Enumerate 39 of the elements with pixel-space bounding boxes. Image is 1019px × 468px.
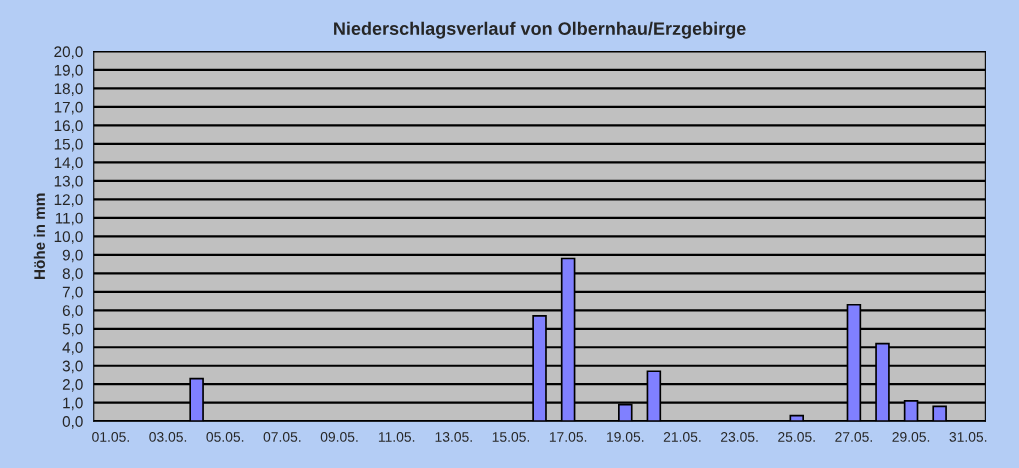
x-tick-label: 15.05. — [492, 431, 530, 442]
y-tick-label: 4,0 — [62, 342, 83, 355]
y-tick-label: 11,0 — [55, 212, 83, 226]
x-tick-label: 31.05. — [949, 431, 987, 442]
chart-title: Niederschlagsverlauf von Olbernhau/Erzgebirge — [334, 21, 746, 39]
y-tick-label: 9,0 — [62, 249, 83, 263]
y-tick-label: 0,0 — [62, 416, 83, 429]
y-tick-label: 1,0 — [63, 397, 83, 411]
x-tick-label: 11.05. — [378, 431, 415, 442]
y-tick-label: 16,0 — [54, 120, 83, 133]
x-tick-label: 17.05. — [549, 431, 587, 442]
y-axis-title: Höhe in mm — [33, 193, 46, 280]
x-tick-label: 05.05. — [206, 431, 244, 442]
x-tick-label: 13.05. — [435, 431, 472, 442]
x-tick-label: 19.05. — [607, 431, 644, 442]
y-tick-label: 10,0 — [54, 231, 83, 244]
y-tick-label: 14,0 — [54, 157, 83, 170]
x-tick-label: 03.05. — [149, 431, 187, 442]
y-tick-label: 2,0 — [62, 379, 83, 392]
y-tick-label: 6,0 — [62, 305, 83, 318]
x-tick-label: 29.05. — [892, 431, 930, 442]
x-tick-label: 25.05. — [778, 431, 815, 442]
y-tick-label: 20,0 — [54, 46, 83, 59]
x-tick-label: 07.05. — [263, 431, 301, 442]
y-tick-label: 13,0 — [54, 175, 83, 189]
y-tick-label: 12,0 — [54, 194, 83, 207]
y-tick-label: 15,0 — [54, 138, 83, 152]
x-tick-label: 23.05. — [721, 431, 758, 442]
x-tick-label: 21.05. — [663, 431, 701, 442]
x-tick-label: 01.05. — [92, 431, 129, 442]
y-tick-label: 5,0 — [62, 323, 83, 337]
y-tick-label: 7,0 — [62, 286, 83, 300]
y-tick-label: 18,0 — [54, 83, 83, 96]
y-tick-label: 17,0 — [54, 101, 83, 115]
x-tick-label: 09.05. — [320, 431, 358, 442]
y-tick-label: 19,0 — [54, 64, 83, 78]
y-tick-label: 8,0 — [62, 268, 83, 281]
y-tick-label: 3,0 — [62, 360, 83, 374]
x-tick-label: 27.05. — [835, 431, 872, 442]
